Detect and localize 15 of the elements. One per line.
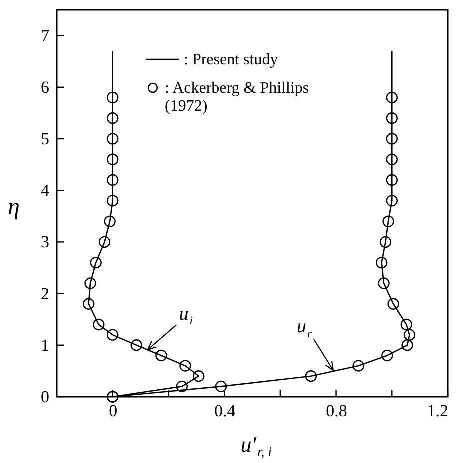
x-tick-label: 0.4 [214,402,236,420]
x-tick-label: 0 [109,402,118,420]
y-tick-label: 4 [41,181,50,200]
legend-label: : Present study [184,52,278,68]
y-tick-label: 2 [41,284,50,304]
y-axis-title: η [8,194,20,220]
y-tick-label: 6 [41,78,50,97]
y-tick-label: 7 [41,26,50,46]
y-tick-label: 1 [41,336,50,355]
legend-label: : Ackerberg & Phillips (1972) [165,80,310,115]
y-tick-label: 5 [41,130,50,148]
x-tick-label: 1.2 [427,402,448,420]
y-tick-label: 3 [41,232,50,252]
x-tick-label: 0.8 [326,402,348,420]
y-tick-label: 0 [41,388,50,406]
